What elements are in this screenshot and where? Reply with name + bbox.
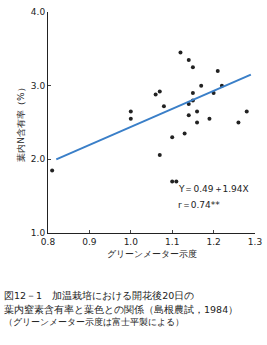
svg-text:r＝0.74**: r＝0.74**: [178, 200, 220, 210]
svg-text:1.0: 1.0: [31, 228, 46, 238]
svg-text:1.3: 1.3: [248, 237, 262, 247]
svg-text:3.0: 3.0: [31, 81, 46, 91]
svg-text:葉内窒素含有率と葉色との関係（島根農試，1984）: 葉内窒素含有率と葉色との関係（島根農試，1984）: [4, 304, 238, 315]
svg-text:図12－1 加温栽培における開花後20日の: 図12－1 加温栽培における開花後20日の: [4, 290, 194, 301]
svg-text:グリーンメーター示度: グリーンメーター示度: [107, 249, 197, 259]
svg-text:1.1: 1.1: [165, 237, 179, 247]
svg-text:0.8: 0.8: [41, 237, 56, 247]
svg-text:0.9: 0.9: [82, 237, 97, 247]
svg-text:1.0: 1.0: [124, 237, 139, 247]
svg-text:1.2: 1.2: [206, 237, 220, 247]
svg-text:葉内N含有率（%）: 葉内N含有率（%）: [16, 83, 26, 161]
svg-text:（グリーンメーター示度は富士平製による）: （グリーンメーター示度は富士平製による）: [4, 317, 184, 327]
svg-text:Y＝0.49＋1.94X: Y＝0.49＋1.94X: [178, 184, 249, 194]
svg-text:4.0: 4.0: [31, 7, 46, 17]
svg-text:2.0: 2.0: [31, 154, 46, 164]
